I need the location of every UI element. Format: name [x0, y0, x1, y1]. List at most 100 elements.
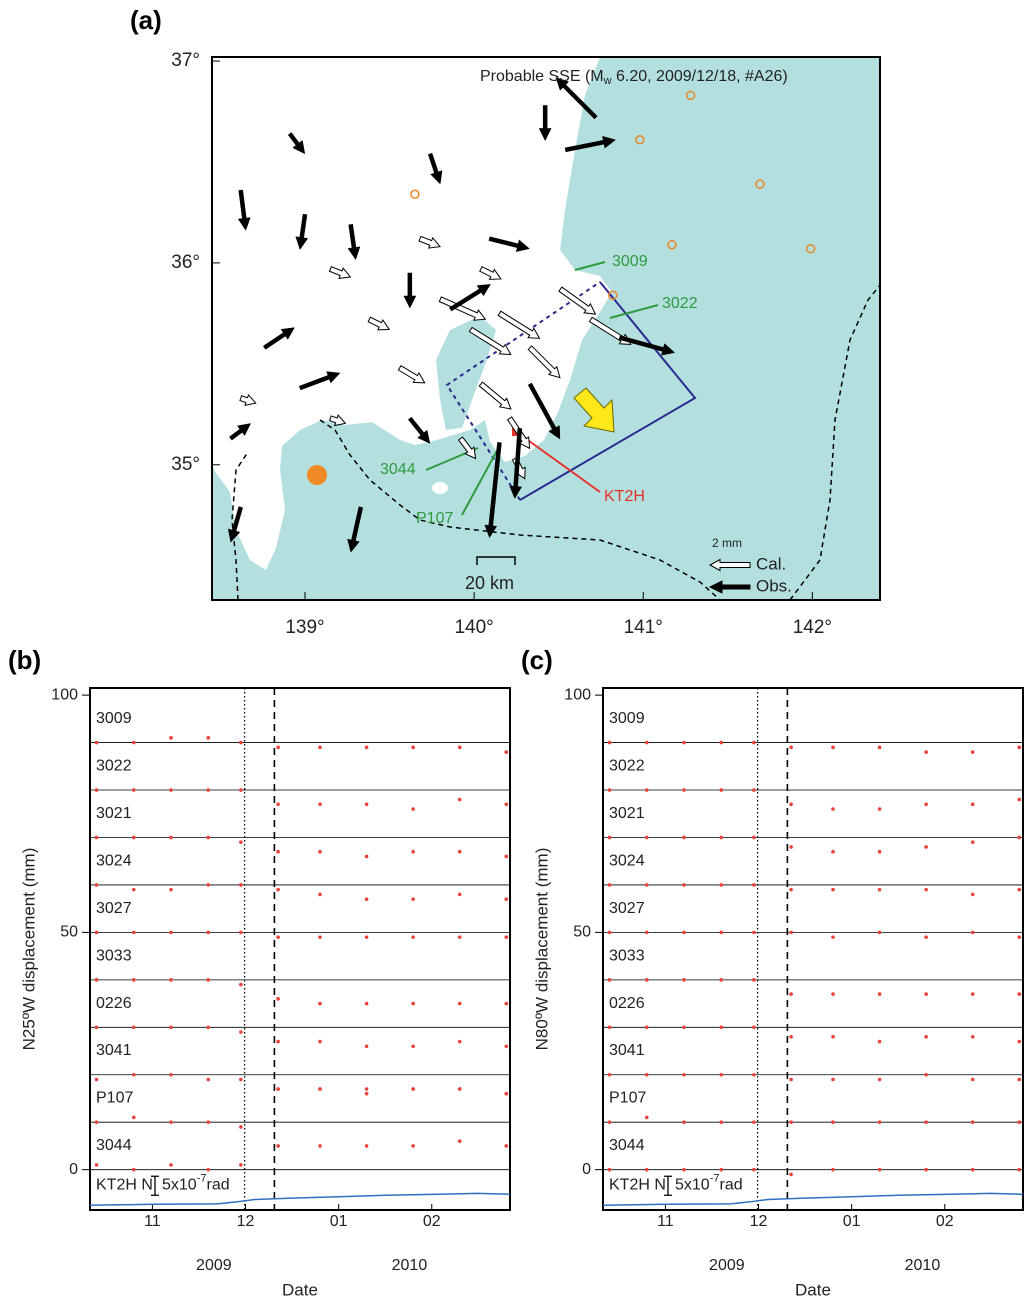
data-point — [1017, 1077, 1022, 1082]
data-point — [831, 807, 835, 811]
data-point — [831, 1077, 835, 1082]
data-point — [206, 788, 211, 792]
data-point — [682, 740, 686, 745]
station-label: 0226 — [96, 995, 132, 1012]
data-point — [752, 883, 756, 887]
tilt-line — [602, 1192, 1024, 1206]
data-point — [239, 840, 243, 845]
year-label: 2010 — [392, 1257, 428, 1274]
data-point — [752, 1120, 756, 1125]
tilt-scale-bar — [151, 1175, 159, 1196]
data-point — [924, 887, 928, 892]
data-point — [789, 745, 793, 750]
data-point — [924, 935, 928, 939]
x-tick-label: 02 — [936, 1213, 954, 1230]
data-point — [94, 1120, 99, 1125]
data-point — [457, 797, 462, 802]
data-point — [169, 835, 173, 840]
tokyo-bay — [436, 316, 496, 430]
data-point — [169, 736, 173, 740]
station-label: 3027 — [609, 900, 645, 917]
station-label: 3022 — [96, 758, 132, 775]
tilt-scale-part: 5x10 — [162, 1176, 197, 1193]
data-point — [877, 1167, 882, 1172]
obs-vector — [488, 236, 530, 252]
data-point — [924, 1072, 928, 1077]
obs-vector — [527, 382, 561, 440]
data-point — [169, 1163, 173, 1167]
data-point — [752, 930, 756, 935]
obs-vector — [618, 335, 676, 356]
year-label: 2009 — [196, 1257, 232, 1274]
data-point — [1017, 887, 1022, 892]
data-point — [831, 992, 835, 996]
obs-vector — [298, 371, 341, 391]
data-point — [789, 1120, 793, 1125]
data-point — [504, 750, 509, 754]
data-point — [644, 835, 649, 840]
data-point — [457, 1039, 462, 1044]
data-point — [457, 1087, 462, 1091]
data-point — [276, 802, 280, 807]
data-point — [276, 935, 280, 939]
data-point — [206, 1025, 211, 1030]
data-point — [682, 883, 686, 887]
station-label: 3044 — [96, 1137, 132, 1154]
legend-label: Cal. — [756, 554, 786, 573]
y-tick-label: 100 — [51, 686, 78, 703]
tilt-label: KT2H N — [609, 1176, 666, 1193]
data-point — [831, 1034, 835, 1039]
legend-arrow — [708, 580, 751, 594]
distance-scale — [476, 556, 516, 565]
data-point — [789, 992, 793, 996]
data-point — [364, 802, 369, 807]
data-point — [169, 930, 173, 935]
map-background — [212, 57, 880, 600]
data-point — [276, 1039, 280, 1044]
data-point — [206, 1167, 211, 1172]
x-tick-label: 139° — [285, 617, 324, 638]
data-point — [457, 892, 462, 897]
data-point — [719, 1120, 724, 1125]
data-point — [644, 740, 649, 745]
obs-vector — [229, 423, 252, 441]
data-point — [752, 1167, 756, 1172]
data-point — [276, 1144, 280, 1148]
panel-label: (b) — [8, 645, 41, 675]
data-point — [239, 1077, 243, 1082]
data-point — [607, 1120, 612, 1125]
data-point — [607, 835, 612, 840]
cal-vector — [478, 381, 512, 410]
data-point — [607, 1167, 612, 1172]
tilt-scale-part: 5x10 — [675, 1176, 710, 1193]
cal-vector — [457, 436, 477, 460]
data-point — [318, 802, 322, 807]
data-point — [607, 930, 612, 935]
cal-vector — [328, 265, 352, 279]
data-point — [276, 1087, 280, 1091]
data-point — [1017, 1120, 1022, 1125]
station-label: 3009 — [96, 710, 132, 727]
data-point — [644, 978, 649, 982]
y-axis-label: N25ºW displacement (mm) — [19, 848, 38, 1051]
station-label: 3041 — [609, 1042, 645, 1059]
data-point — [789, 887, 793, 892]
data-point — [789, 930, 793, 935]
fault-edge-dashed — [445, 281, 601, 501]
site-label: P107 — [416, 510, 453, 527]
data-point — [924, 750, 928, 754]
x-tick-label: 12 — [237, 1213, 255, 1230]
cal-vector — [558, 286, 597, 315]
data-point — [169, 1072, 173, 1077]
tilt-line — [89, 1192, 511, 1206]
data-point — [970, 992, 975, 996]
station-label: 3024 — [96, 852, 132, 869]
data-point — [970, 1034, 975, 1039]
x-tick-label: 12 — [750, 1213, 768, 1230]
data-point — [411, 849, 415, 854]
obs-vector — [227, 506, 243, 543]
data-point — [169, 887, 173, 892]
data-point — [206, 1120, 211, 1125]
data-point — [318, 849, 322, 854]
